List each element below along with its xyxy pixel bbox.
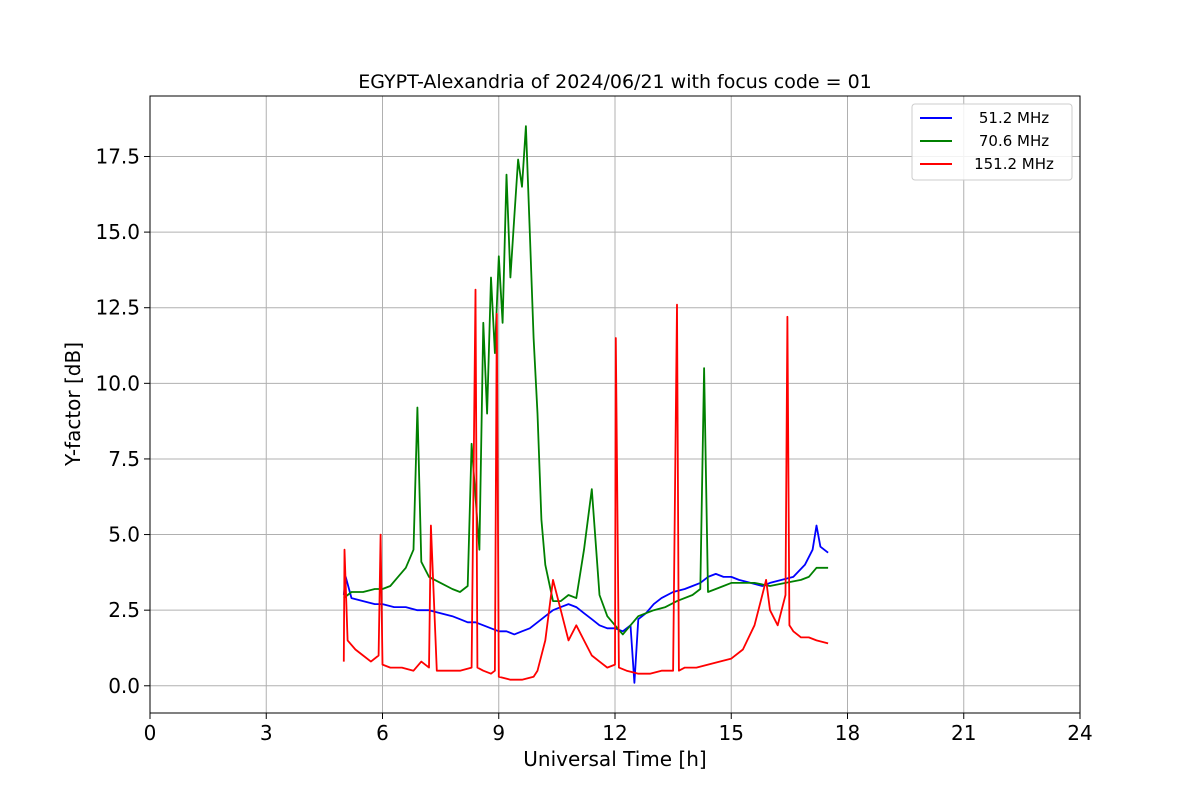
x-tick-label: 0	[144, 721, 157, 745]
legend-box	[911, 103, 1073, 181]
x-tick-label: 24	[1067, 721, 1092, 745]
series-line-2	[343, 125, 829, 636]
series-layer	[342, 125, 829, 684]
x-axis-label: Universal Time [h]	[523, 747, 706, 771]
y-tick-label: 12.5	[95, 296, 140, 320]
y-tick-label: 15.0	[95, 220, 140, 244]
x-tick-label: 21	[951, 721, 976, 745]
y-tick-label: 0.0	[108, 674, 140, 698]
x-tick-label: 3	[260, 721, 273, 745]
y-tick-label: 17.5	[95, 144, 140, 168]
x-tick-label: 6	[376, 721, 389, 745]
x-tick-label: 18	[835, 721, 860, 745]
x-tick-label: 9	[492, 721, 505, 745]
y-tick-label: 2.5	[108, 598, 140, 622]
x-tick-label: 15	[719, 721, 744, 745]
legend-label: 151.2 MHz	[974, 155, 1054, 173]
axis-ticks: 0 3 6 9 12 15 18 21 24 0.0 2.5 5.0 7.5 10.0 12.5 15.0 17…	[95, 144, 1092, 745]
chart-title: EGYPT-Alexandria of 2024/06/21 with focu…	[358, 71, 872, 93]
legend: 51.2 MHz 70.6 MHz 151.2 MHz	[911, 103, 1073, 181]
legend-label: 70.6 MHz	[979, 132, 1049, 150]
y-axis-label: Y-factor [dB]	[61, 342, 85, 467]
series-line-3	[342, 288, 829, 681]
y-tick-label: 7.5	[108, 447, 140, 471]
legend-label: 51.2 MHz	[979, 109, 1049, 127]
y-tick-label: 10.0	[95, 371, 140, 395]
series-line-1	[342, 524, 829, 684]
x-tick-label: 12	[602, 721, 627, 745]
y-tick-label: 5.0	[108, 523, 140, 547]
